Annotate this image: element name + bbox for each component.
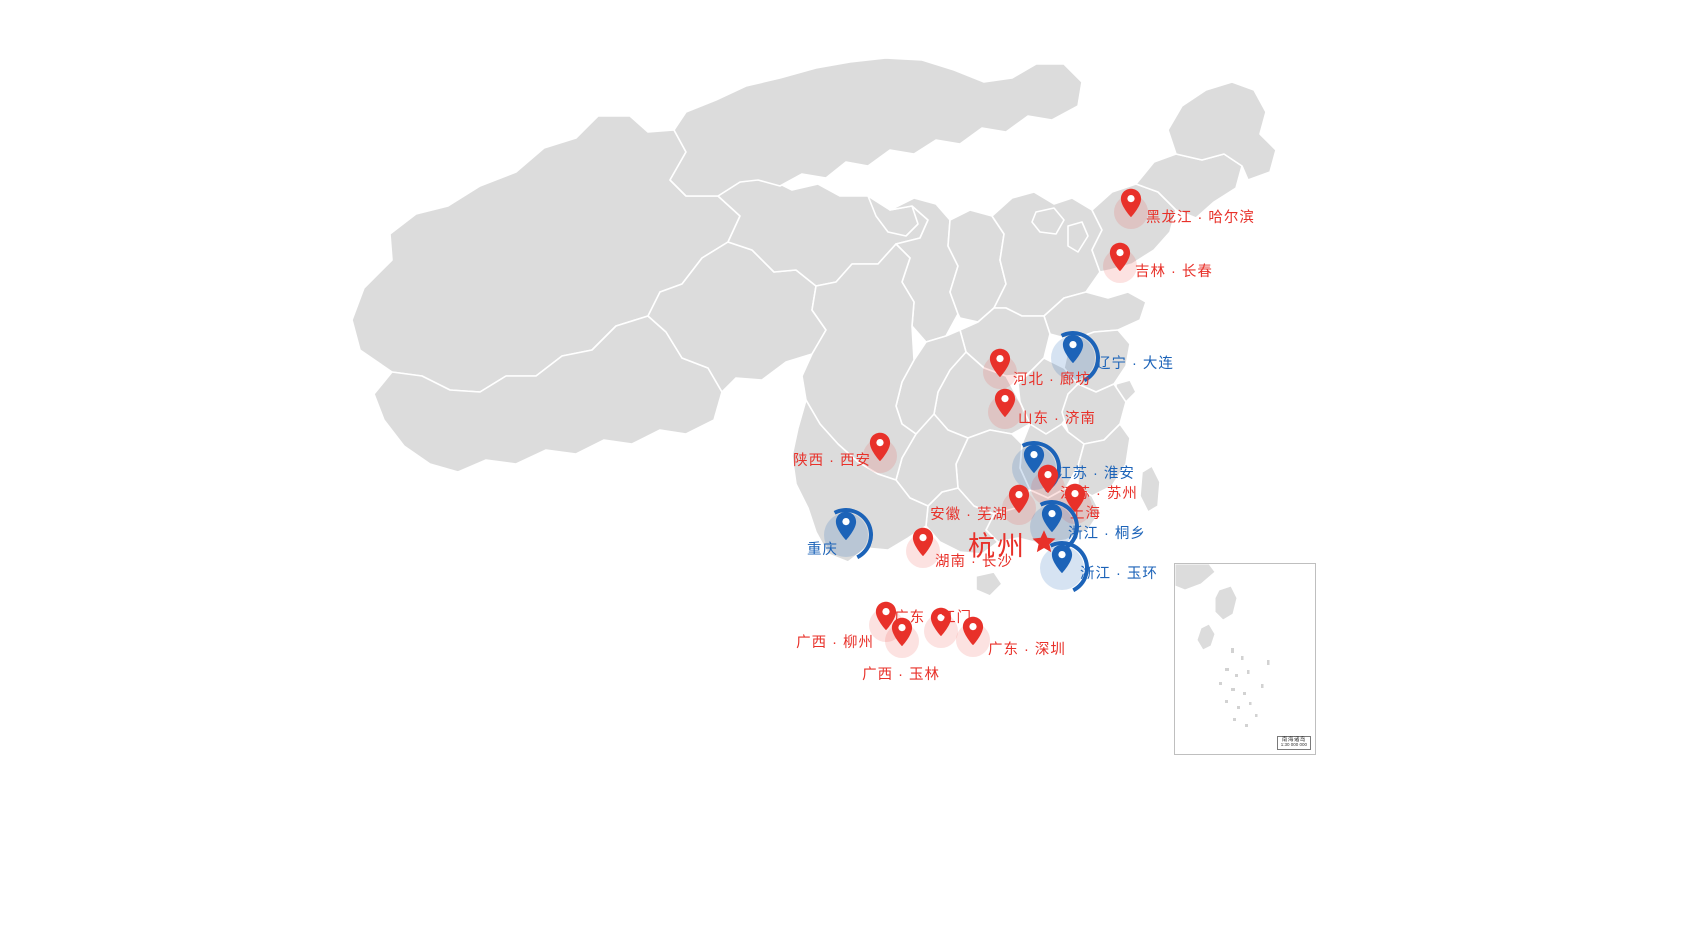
marker-label: 山东 · 济南: [1018, 410, 1096, 427]
red-pin-icon: [912, 527, 934, 557]
blue-pin-icon: [1051, 544, 1073, 574]
marker-label: 江苏 · 淮安: [1057, 465, 1135, 482]
red-pin-icon: [962, 616, 984, 646]
blue-pin-icon: [1041, 503, 1063, 533]
inset-scale-box: 南海诸岛 1:30 000 000: [1276, 735, 1311, 750]
red-pin-icon: [930, 607, 952, 637]
marker-label: 浙江 · 桐乡: [1068, 525, 1146, 542]
red-pin-icon: [1120, 188, 1142, 218]
marker-label: 黑龙江 · 哈尔滨: [1146, 209, 1255, 226]
china-base-map: [330, 20, 1330, 740]
red-pin-icon: [1037, 464, 1059, 494]
blue-pin-icon: [835, 511, 857, 541]
marker-label: 湖南 · 长沙: [935, 553, 1013, 570]
red-pin-icon: [994, 388, 1016, 418]
marker-label: 广西 · 玉林: [862, 666, 940, 683]
south-china-sea-inset: 南海诸岛 1:30 000 000: [1174, 563, 1316, 755]
red-pin-icon: [989, 348, 1011, 378]
red-pin-icon: [869, 432, 891, 462]
marker-label: 重庆: [807, 541, 838, 558]
marker-label: 广东 · 江门: [894, 609, 972, 626]
red-pin-icon: [1008, 484, 1030, 514]
inset-scale-title: 南海诸岛: [1281, 736, 1306, 743]
inset-scale-value: 1:30 000 000: [1280, 742, 1307, 748]
blue-pin-icon: [1023, 444, 1045, 474]
marker-label: 广东 · 深圳: [988, 641, 1066, 658]
marker-label: 广西 · 柳州: [796, 634, 874, 651]
province-shapes: [351, 57, 1277, 597]
red-pin-icon: [1109, 242, 1131, 272]
marker-label: 吉林 · 长春: [1135, 263, 1213, 280]
red-pin-icon: [891, 617, 913, 647]
marker-label: 辽宁 · 大连: [1096, 355, 1174, 372]
marker-label: 安徽 · 芜湖: [930, 506, 1008, 523]
marker-label: 河北 · 廊坊: [1013, 371, 1091, 388]
marker-label: 上海: [1070, 505, 1101, 522]
blue-pin-icon: [1062, 334, 1084, 364]
marker-label: 陕西 · 西安: [793, 452, 871, 469]
red-pin-icon: [875, 601, 897, 631]
star-icon: [1031, 529, 1057, 560]
red-pin-icon: [1064, 483, 1086, 513]
headquarters-label: 杭州: [968, 531, 1026, 562]
marker-label: 浙江 · 玉环: [1080, 565, 1158, 582]
